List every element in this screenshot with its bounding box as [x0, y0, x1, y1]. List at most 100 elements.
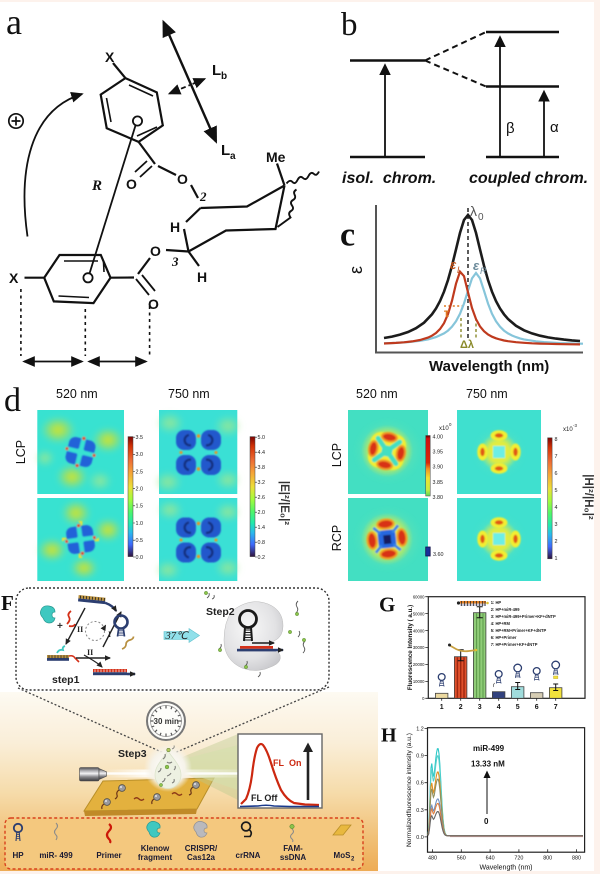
svg-text:1.5: 1.5 [136, 504, 144, 510]
svg-text:4: 4 [497, 704, 501, 711]
svg-text:Δλ: Δλ [460, 339, 474, 351]
svg-text:O: O [126, 176, 137, 192]
svg-text:miR- 499: miR- 499 [39, 851, 73, 860]
svg-text:6: 6 [535, 704, 539, 711]
svg-text:13.33 nM: 13.33 nM [471, 760, 505, 769]
svg-text:crRNA: crRNA [236, 851, 261, 860]
svg-text:37℃: 37℃ [165, 631, 190, 642]
svg-text:800: 800 [543, 856, 552, 862]
svg-text:LCP: LCP [14, 440, 28, 464]
svg-text:2: 2 [351, 857, 355, 863]
svg-text:2.0: 2.0 [136, 487, 144, 493]
svg-text:miR-499: miR-499 [473, 744, 505, 753]
svg-text:4: 4 [555, 505, 558, 511]
svg-text:3.85: 3.85 [433, 480, 444, 486]
svg-text:Klenow: Klenow [141, 844, 170, 853]
svg-text:L: L [221, 142, 230, 159]
svg-text:2.6: 2.6 [258, 495, 266, 501]
svg-text:0: 0 [484, 817, 489, 826]
svg-text:FAM-: FAM- [283, 844, 303, 853]
svg-text:0.6: 0.6 [416, 781, 424, 787]
svg-text:3.80: 3.80 [433, 495, 444, 501]
svg-text:1: 1 [555, 556, 558, 562]
svg-text:λ: λ [470, 203, 477, 219]
svg-text:II: II [77, 625, 83, 634]
svg-text:520 nm: 520 nm [356, 387, 398, 401]
svg-text:H: H [197, 269, 207, 285]
svg-text:ε: ε [346, 266, 366, 274]
svg-text:ε: ε [450, 257, 457, 272]
svg-text:50000: 50000 [413, 611, 425, 616]
svg-text:0.0: 0.0 [416, 835, 424, 841]
svg-text:1: 1 [440, 704, 444, 711]
svg-text:3.0: 3.0 [136, 452, 144, 458]
svg-text:3: HP+miR-499+Primer+KF+dNTP: 3: HP+miR-499+Primer+KF+dNTP [491, 614, 556, 619]
svg-text:Cas12a: Cas12a [187, 853, 216, 862]
svg-text:0.9: 0.9 [416, 754, 424, 760]
svg-text:Fluorescence Intensity ( a.u.): Fluorescence Intensity ( a.u.) [407, 605, 414, 690]
svg-text:3: 3 [171, 254, 179, 269]
svg-text:fragment: fragment [138, 853, 173, 862]
svg-text:560: 560 [457, 856, 466, 862]
svg-text:7: HP+Primer+KF+dNTP: 7: HP+Primer+KF+dNTP [491, 642, 538, 647]
svg-text:5.0: 5.0 [258, 435, 266, 441]
svg-text:FL On: FL On [273, 758, 302, 768]
svg-text:X: X [9, 270, 19, 286]
svg-text:MoS: MoS [334, 851, 352, 860]
svg-text:x10: x10 [563, 427, 573, 433]
svg-text:1.2: 1.2 [416, 727, 424, 733]
svg-text:CRISPR/: CRISPR/ [185, 844, 218, 853]
svg-text:0: 0 [422, 696, 425, 701]
svg-text:Wavelength (nm): Wavelength (nm) [479, 865, 532, 872]
svg-text:7: 7 [554, 704, 558, 711]
svg-text:3: 3 [555, 522, 558, 528]
svg-text:2.5: 2.5 [136, 469, 144, 475]
svg-text:L: L [457, 265, 462, 275]
svg-text:3.2: 3.2 [258, 480, 266, 486]
svg-text:FL Off: FL Off [251, 793, 278, 803]
svg-text:750 nm: 750 nm [466, 387, 508, 401]
svg-text:1: HP: 1: HP [491, 600, 502, 605]
svg-text:5: 5 [555, 488, 558, 494]
svg-text:1.4: 1.4 [258, 525, 266, 531]
svg-text:R: R [480, 266, 487, 276]
svg-text:Normalizedfluorescence intensi: Normalizedfluorescence intensity (a.u.) [406, 733, 413, 847]
svg-text:2: 2 [555, 539, 558, 545]
svg-text:880: 880 [572, 856, 581, 862]
svg-text:c: c [340, 217, 355, 254]
svg-text:3: 3 [478, 704, 482, 711]
svg-text:2: HP+miR-499: 2: HP+miR-499 [491, 607, 521, 612]
svg-text:8: 8 [555, 437, 558, 443]
svg-text:4: HP+RM: 4: HP+RM [491, 621, 511, 626]
svg-text:RCP: RCP [330, 525, 344, 551]
svg-text:520 nm: 520 nm [56, 387, 98, 401]
svg-text:7: 7 [555, 454, 558, 460]
svg-text:b: b [221, 71, 227, 82]
svg-text:0.3: 0.3 [416, 808, 424, 814]
svg-text:a: a [6, 2, 22, 42]
svg-text:ε: ε [473, 258, 480, 273]
svg-text:Step2: Step2 [206, 606, 235, 618]
svg-text:X: X [105, 49, 115, 65]
svg-text:3.60: 3.60 [433, 552, 444, 558]
svg-text:6: HP+Primer: 6: HP+Primer [491, 635, 517, 640]
svg-text:|H|²/|H₀|²: |H|²/|H₀|² [582, 474, 594, 520]
svg-text:-3: -3 [573, 423, 577, 428]
svg-text:0.2: 0.2 [258, 555, 266, 561]
svg-text:640: 640 [486, 856, 495, 862]
svg-text:LCP: LCP [330, 443, 344, 467]
svg-text:4.4: 4.4 [258, 450, 266, 456]
svg-text:G: G [379, 593, 395, 617]
svg-text:3.90: 3.90 [433, 465, 444, 471]
svg-text:60000: 60000 [413, 594, 425, 599]
svg-text:|E|²/|E₀|²: |E|²/|E₀|² [278, 481, 290, 525]
svg-text:O: O [177, 171, 188, 187]
svg-text:coupled chrom.: coupled chrom. [469, 170, 588, 187]
svg-text:Me: Me [266, 149, 286, 165]
svg-text:Step3: Step3 [118, 748, 147, 760]
svg-text:H: H [381, 725, 397, 747]
svg-text:L: L [212, 62, 221, 79]
svg-text:HP: HP [12, 851, 24, 860]
svg-text:O: O [148, 296, 159, 312]
svg-text:Wavelength (nm): Wavelength (nm) [429, 358, 549, 375]
